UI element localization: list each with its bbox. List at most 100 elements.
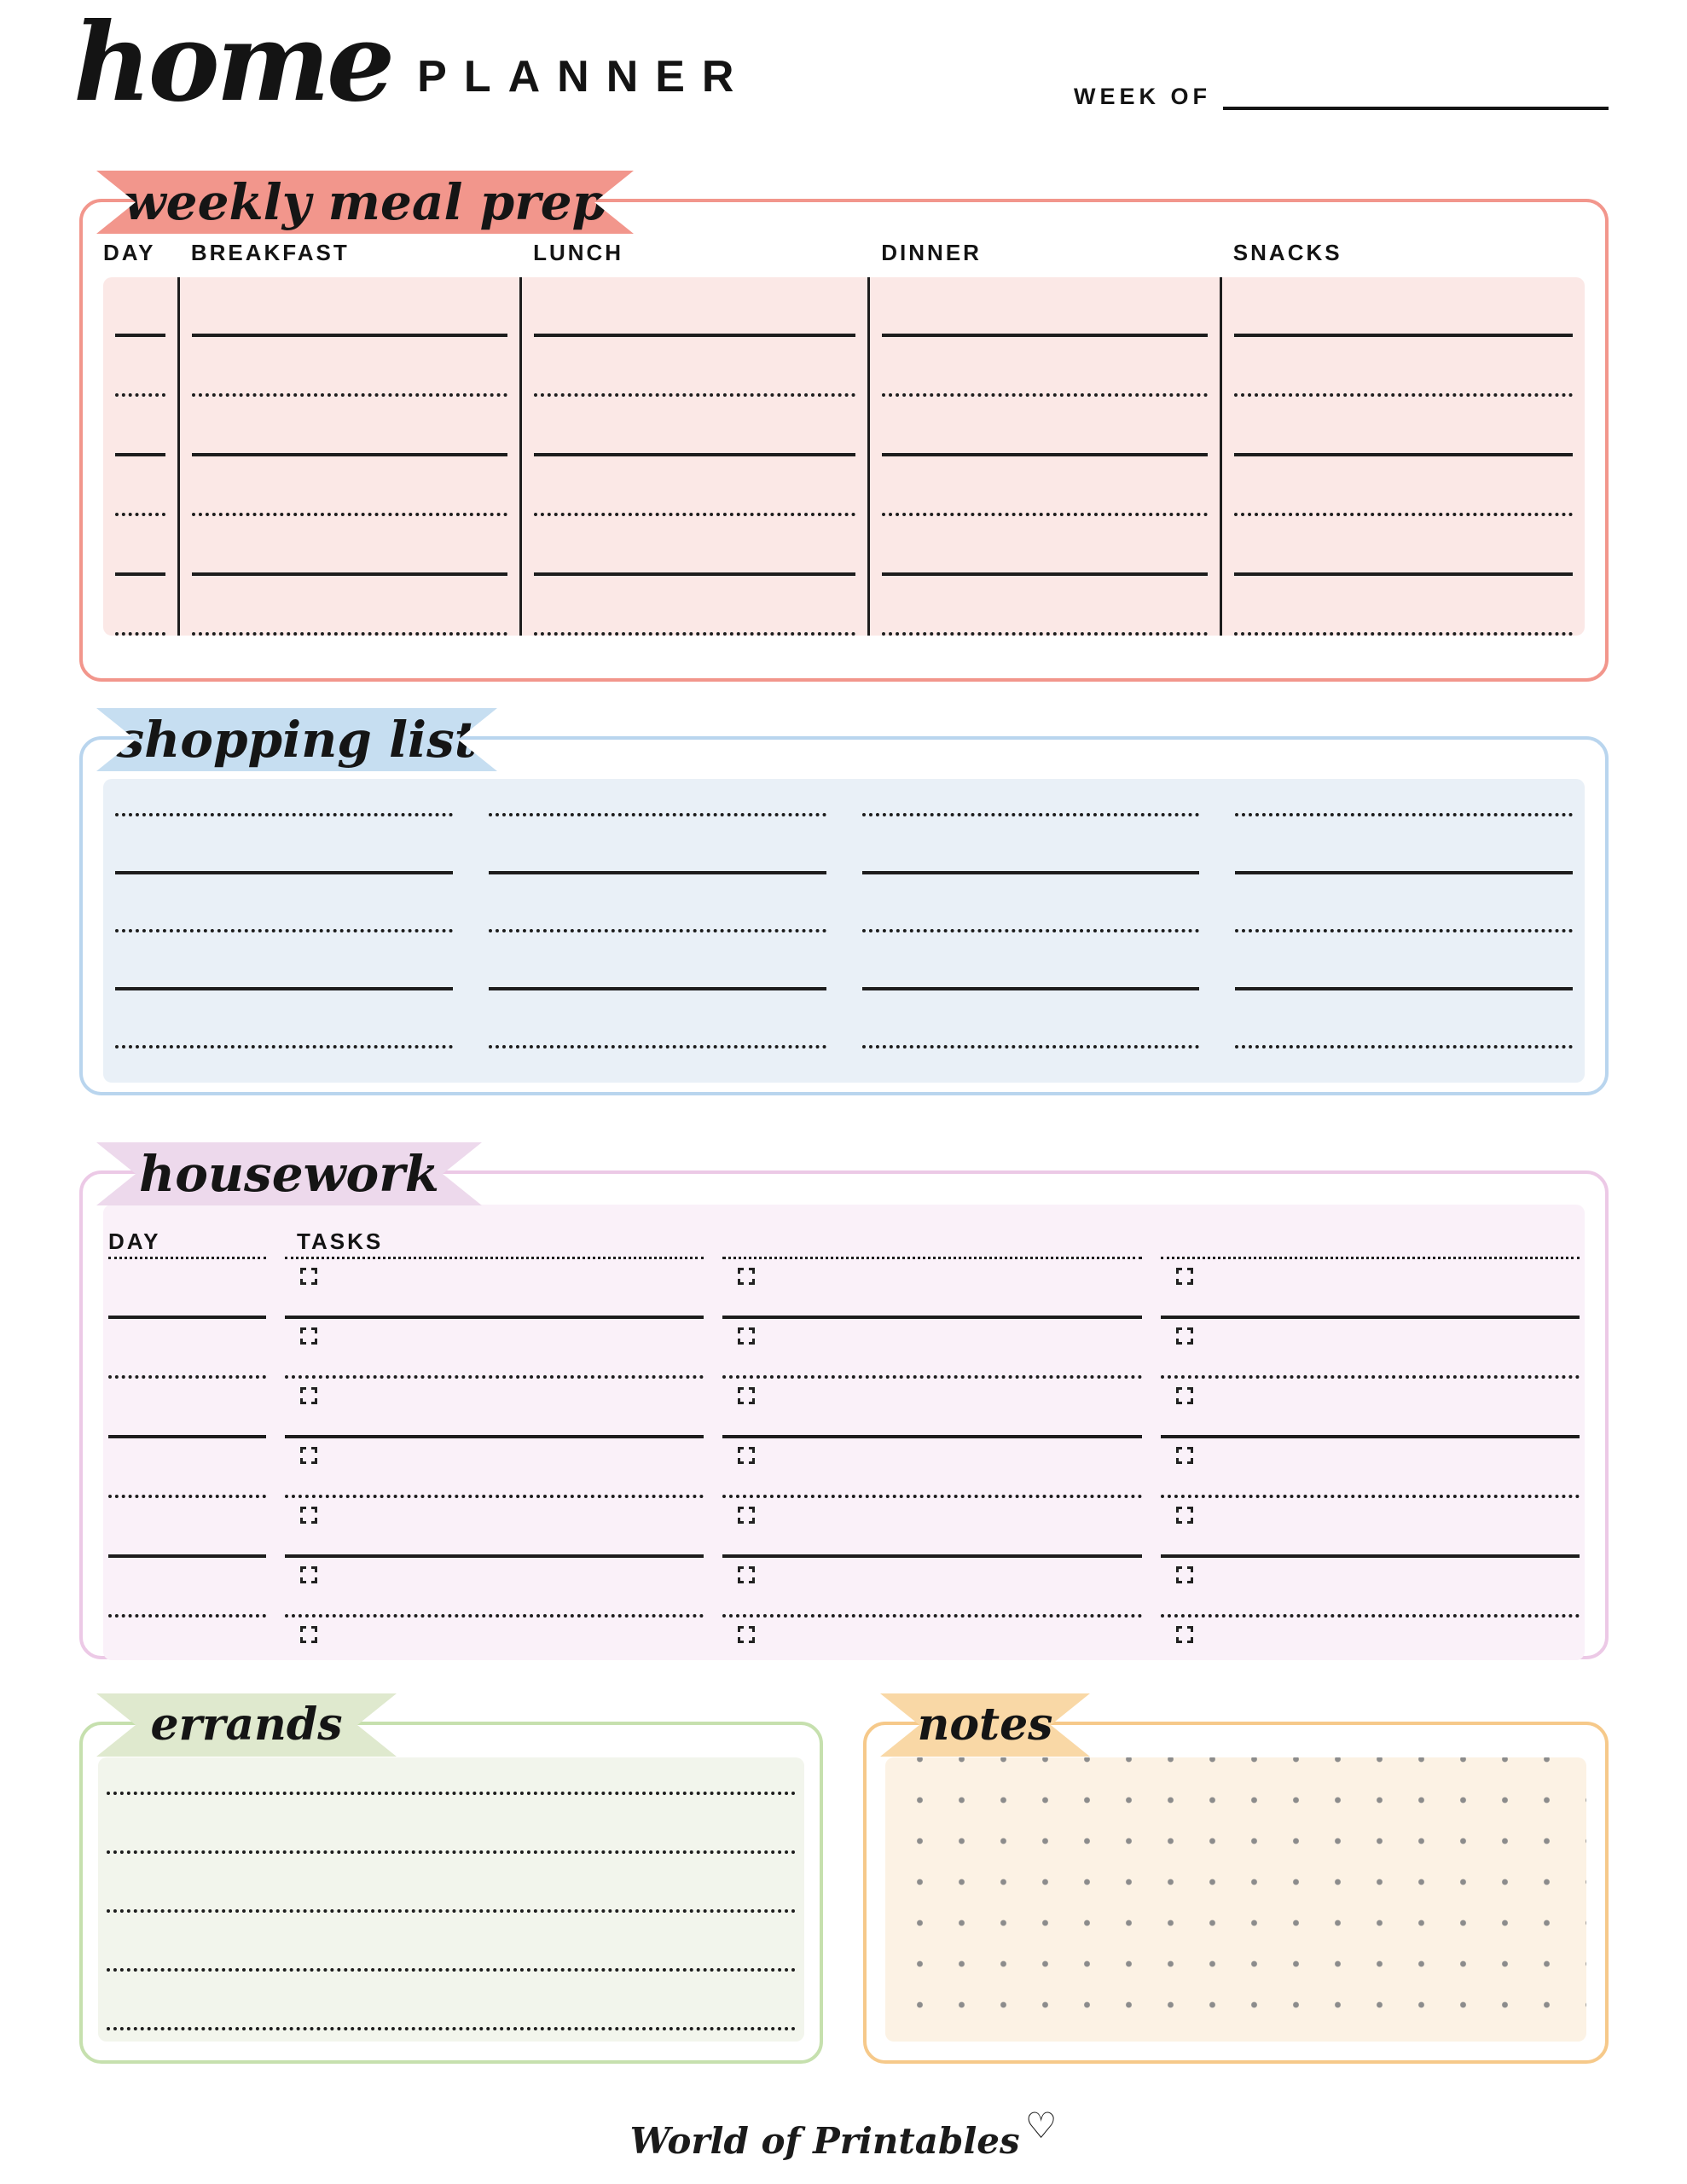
shopping-line-cell[interactable] bbox=[861, 874, 1200, 932]
task-checkbox[interactable] bbox=[1175, 1447, 1193, 1464]
shopping-line-cell[interactable] bbox=[115, 874, 453, 932]
task-checkbox[interactable] bbox=[738, 1566, 756, 1583]
task-line-cell[interactable] bbox=[285, 1498, 704, 1558]
errands-line-cell[interactable] bbox=[107, 1854, 796, 1913]
task-line-cell[interactable] bbox=[285, 1558, 704, 1618]
task-line-cell[interactable] bbox=[1160, 1498, 1580, 1558]
task-line-cell[interactable] bbox=[285, 1618, 704, 1660]
day-line-cell[interactable] bbox=[108, 1379, 266, 1438]
meal-line-cell[interactable] bbox=[1233, 277, 1573, 337]
meal-line-cell[interactable] bbox=[1233, 397, 1573, 456]
meal-line-cell[interactable] bbox=[882, 277, 1208, 337]
task-line-cell[interactable] bbox=[1160, 1379, 1580, 1438]
errands-line-cell[interactable] bbox=[107, 1795, 796, 1854]
shopping-line-cell[interactable] bbox=[488, 816, 826, 874]
task-checkbox[interactable] bbox=[1175, 1626, 1193, 1643]
shopping-line-cell[interactable] bbox=[861, 990, 1200, 1048]
meal-line-cell[interactable] bbox=[191, 456, 508, 516]
meal-line-cell[interactable] bbox=[115, 277, 165, 337]
meal-line-cell[interactable] bbox=[1233, 456, 1573, 516]
shopping-line-cell[interactable] bbox=[488, 990, 826, 1048]
meal-line-cell[interactable] bbox=[115, 397, 165, 456]
task-line-cell[interactable] bbox=[722, 1618, 1141, 1660]
shopping-line-cell[interactable] bbox=[488, 874, 826, 932]
task-checkbox[interactable] bbox=[300, 1327, 317, 1345]
task-checkbox[interactable] bbox=[1175, 1268, 1193, 1285]
meal-line-cell[interactable] bbox=[534, 337, 856, 397]
shopping-line-cell[interactable] bbox=[1235, 816, 1573, 874]
task-line-cell[interactable] bbox=[285, 1438, 704, 1498]
shopping-line-cell[interactable] bbox=[115, 990, 453, 1048]
day-line-cell[interactable] bbox=[108, 1259, 266, 1319]
shopping-line-cell[interactable] bbox=[488, 932, 826, 990]
meal-line-cell[interactable] bbox=[534, 397, 856, 456]
task-checkbox[interactable] bbox=[300, 1626, 317, 1643]
meal-line-cell[interactable] bbox=[115, 337, 165, 397]
task-checkbox[interactable] bbox=[300, 1507, 317, 1524]
task-line-cell[interactable] bbox=[722, 1319, 1142, 1379]
meal-line-cell[interactable] bbox=[191, 397, 508, 456]
shopping-line-cell[interactable] bbox=[488, 779, 826, 816]
task-checkbox[interactable] bbox=[1175, 1507, 1193, 1524]
meal-line-cell[interactable] bbox=[191, 516, 508, 576]
meal-line-cell[interactable] bbox=[534, 456, 856, 516]
shopping-line-cell[interactable] bbox=[861, 932, 1200, 990]
shopping-line-cell[interactable] bbox=[1235, 990, 1573, 1048]
notes-dot-grid[interactable] bbox=[885, 1757, 1586, 2042]
task-checkbox[interactable] bbox=[300, 1566, 317, 1583]
meal-line-cell[interactable] bbox=[1233, 516, 1573, 576]
task-line-cell[interactable] bbox=[1160, 1319, 1580, 1379]
day-line-cell[interactable] bbox=[108, 1498, 266, 1558]
day-line-cell[interactable] bbox=[108, 1558, 266, 1618]
shopping-line-cell[interactable] bbox=[861, 816, 1200, 874]
meal-line-cell[interactable] bbox=[191, 576, 508, 636]
task-checkbox[interactable] bbox=[300, 1387, 317, 1404]
errands-line-cell[interactable] bbox=[107, 1757, 796, 1795]
task-line-cell[interactable] bbox=[722, 1438, 1142, 1498]
meal-line-cell[interactable] bbox=[882, 337, 1208, 397]
task-line-cell[interactable] bbox=[722, 1498, 1142, 1558]
errands-line-cell[interactable] bbox=[107, 1972, 796, 2030]
shopping-line-cell[interactable] bbox=[115, 779, 453, 816]
task-checkbox[interactable] bbox=[300, 1447, 317, 1464]
task-checkbox[interactable] bbox=[300, 1268, 317, 1285]
meal-line-cell[interactable] bbox=[534, 516, 856, 576]
meal-line-cell[interactable] bbox=[882, 576, 1208, 636]
task-checkbox[interactable] bbox=[1175, 1327, 1193, 1345]
meal-line-cell[interactable] bbox=[115, 516, 165, 576]
task-line-cell[interactable] bbox=[285, 1259, 704, 1319]
shopping-line-cell[interactable] bbox=[861, 779, 1200, 816]
errands-line-cell[interactable] bbox=[107, 1913, 796, 1972]
meal-line-cell[interactable] bbox=[534, 576, 856, 636]
task-line-cell[interactable] bbox=[285, 1379, 704, 1438]
meal-line-cell[interactable] bbox=[882, 397, 1208, 456]
task-line-cell[interactable] bbox=[1160, 1259, 1580, 1319]
task-line-cell[interactable] bbox=[722, 1558, 1142, 1618]
shopping-line-cell[interactable] bbox=[1235, 779, 1573, 816]
task-checkbox[interactable] bbox=[738, 1447, 756, 1464]
task-checkbox[interactable] bbox=[738, 1387, 756, 1404]
shopping-line-cell[interactable] bbox=[1235, 874, 1573, 932]
task-checkbox[interactable] bbox=[1175, 1387, 1193, 1404]
task-checkbox[interactable] bbox=[1175, 1566, 1193, 1583]
meal-line-cell[interactable] bbox=[191, 337, 508, 397]
task-line-cell[interactable] bbox=[1160, 1558, 1580, 1618]
meal-line-cell[interactable] bbox=[1233, 576, 1573, 636]
shopping-line-cell[interactable] bbox=[115, 932, 453, 990]
task-checkbox[interactable] bbox=[738, 1507, 756, 1524]
task-checkbox[interactable] bbox=[738, 1626, 756, 1643]
task-line-cell[interactable] bbox=[722, 1259, 1142, 1319]
task-line-cell[interactable] bbox=[285, 1319, 704, 1379]
week-of-input-line[interactable] bbox=[1223, 84, 1609, 110]
meal-line-cell[interactable] bbox=[1233, 337, 1573, 397]
task-line-cell[interactable] bbox=[1160, 1438, 1580, 1498]
day-line-cell[interactable] bbox=[108, 1438, 266, 1498]
task-checkbox[interactable] bbox=[738, 1327, 756, 1345]
meal-line-cell[interactable] bbox=[882, 516, 1208, 576]
meal-line-cell[interactable] bbox=[191, 277, 508, 337]
meal-line-cell[interactable] bbox=[115, 456, 165, 516]
task-line-cell[interactable] bbox=[1161, 1618, 1580, 1660]
meal-line-cell[interactable] bbox=[115, 576, 165, 636]
shopping-line-cell[interactable] bbox=[115, 816, 453, 874]
meal-line-cell[interactable] bbox=[882, 456, 1208, 516]
